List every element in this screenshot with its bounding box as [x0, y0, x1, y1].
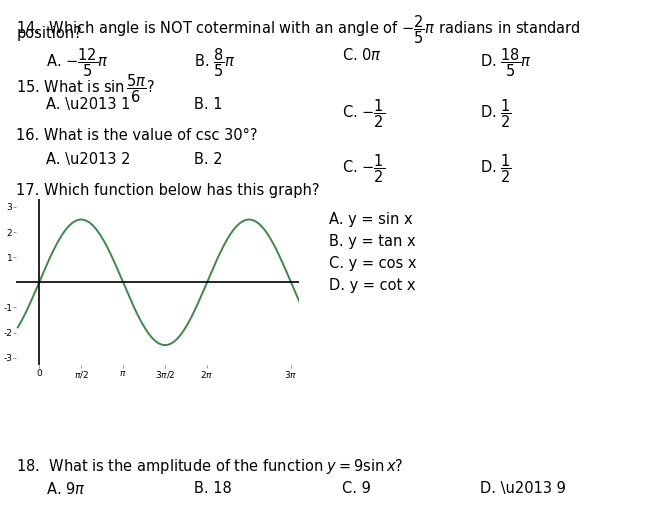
Text: 18.  What is the amplitude of the function $y = 9\sin x$?: 18. What is the amplitude of the functio…	[16, 457, 404, 476]
Text: A. y = sin x: A. y = sin x	[329, 212, 413, 227]
Text: A. $-\dfrac{12}{5}\pi$: A. $-\dfrac{12}{5}\pi$	[46, 47, 109, 79]
Text: B. $\dfrac{8}{5}\pi$: B. $\dfrac{8}{5}\pi$	[194, 47, 236, 79]
Text: A. \u2013 1: A. \u2013 1	[46, 97, 130, 112]
Text: 17. Which function below has this graph?: 17. Which function below has this graph?	[16, 183, 320, 198]
Text: B. 1: B. 1	[194, 97, 222, 112]
Text: C. $-\dfrac{1}{2}$: C. $-\dfrac{1}{2}$	[342, 97, 385, 130]
Text: A. \u2013 2: A. \u2013 2	[46, 152, 130, 167]
Text: C. 9: C. 9	[342, 481, 371, 496]
Text: C. $-\dfrac{1}{2}$: C. $-\dfrac{1}{2}$	[342, 152, 385, 185]
Text: D. $\dfrac{18}{5}\pi$: D. $\dfrac{18}{5}\pi$	[480, 47, 532, 79]
Text: 15. What is $\sin\dfrac{5\pi}{6}$?: 15. What is $\sin\dfrac{5\pi}{6}$?	[16, 73, 156, 105]
Text: 16. What is the value of csc 30°?: 16. What is the value of csc 30°?	[16, 128, 258, 143]
Text: B. y = tan x: B. y = tan x	[329, 234, 416, 249]
Text: B. 18: B. 18	[194, 481, 232, 496]
Text: B. 2: B. 2	[194, 152, 223, 167]
Text: D. $\dfrac{1}{2}$: D. $\dfrac{1}{2}$	[480, 97, 512, 130]
Text: D. \u2013 9: D. \u2013 9	[480, 481, 567, 496]
Text: D. $\dfrac{1}{2}$: D. $\dfrac{1}{2}$	[480, 152, 512, 185]
Text: position?: position?	[16, 26, 82, 41]
Text: 14.  Which angle is NOT coterminal with an angle of $-\dfrac{2}{5}\pi$ radians i: 14. Which angle is NOT coterminal with a…	[16, 13, 581, 46]
Text: D. y = cot x: D. y = cot x	[329, 278, 415, 293]
Text: A. $9\pi$: A. $9\pi$	[46, 481, 86, 497]
Text: C. $0\pi$: C. $0\pi$	[342, 47, 382, 63]
Text: C. y = cos x: C. y = cos x	[329, 256, 417, 271]
